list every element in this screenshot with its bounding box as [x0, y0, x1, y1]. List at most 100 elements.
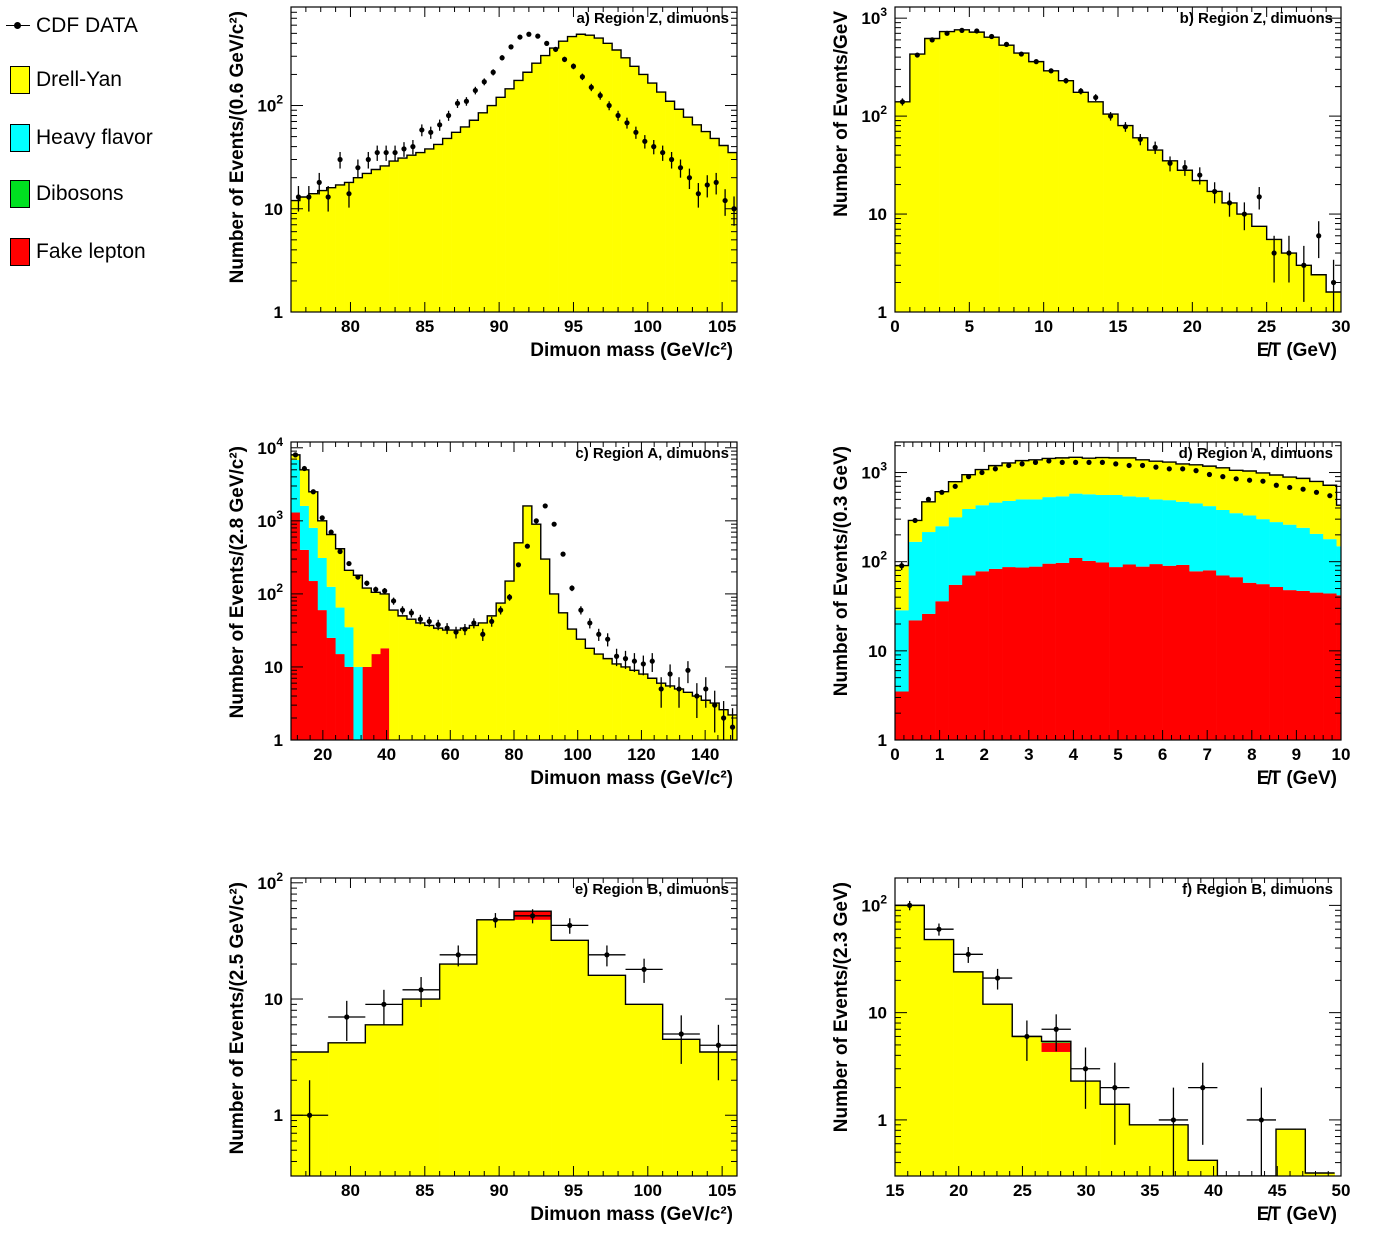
data-point: [974, 28, 980, 34]
legend-item-data: CDF DATA: [6, 8, 138, 44]
data-marker: [660, 149, 666, 156]
data-marker: [492, 917, 499, 923]
data-point: [1167, 156, 1173, 172]
bar-drell-yan: [1242, 471, 1257, 516]
bar-heavy-flavor: [1068, 493, 1083, 558]
data-point: [1152, 141, 1158, 154]
data-marker: [1167, 160, 1173, 166]
data-point: [319, 515, 325, 521]
data-point: [588, 945, 626, 967]
bar-drell-yan: [540, 559, 550, 740]
bar-drell-yan: [988, 465, 1003, 503]
data-marker: [567, 922, 573, 929]
bar-drell-yan: [478, 622, 488, 740]
bar-drell-yan: [674, 109, 684, 312]
bar-drell-yan: [1207, 191, 1223, 312]
data-point: [517, 34, 523, 40]
bar-drell-yan: [719, 145, 729, 312]
data-marker: [328, 529, 334, 535]
data-point: [439, 945, 477, 967]
data-marker: [374, 149, 380, 156]
bar-drell-yan: [665, 101, 675, 312]
y-tick-label: 1: [878, 303, 887, 322]
data-point: [899, 561, 905, 571]
data-marker: [1153, 464, 1159, 470]
data-marker: [1256, 194, 1262, 200]
bar-heavy-flavor: [1042, 497, 1056, 564]
data-marker: [1024, 1033, 1030, 1040]
data-point: [514, 909, 552, 924]
data-marker: [445, 112, 452, 119]
data-point: [625, 958, 663, 983]
data-point: [1137, 134, 1143, 146]
data-point: [444, 623, 450, 635]
bar-fake-lepton: [895, 691, 909, 740]
x-tick-label: 95: [564, 317, 583, 336]
data-point: [658, 677, 664, 708]
x-tick-label: 100: [634, 317, 662, 336]
data-marker: [1018, 51, 1024, 57]
data-marker: [622, 656, 629, 662]
y-axis-label: Number of Events/(2.5 GeV/c²): [227, 882, 248, 1154]
bar-heavy-flavor: [1095, 494, 1110, 563]
data-point: [1059, 459, 1065, 465]
data-marker: [310, 489, 316, 495]
bar-drell-yan: [389, 161, 399, 312]
bar-drell-yan: [389, 610, 399, 740]
data-point: [1241, 202, 1247, 231]
plot-area: [291, 452, 737, 740]
y-tick-label: 103: [861, 5, 887, 28]
data-marker: [373, 586, 379, 593]
data-marker: [1107, 113, 1114, 119]
bar-heavy-flavor: [326, 586, 336, 638]
data-point: [1032, 459, 1039, 465]
bar-drell-yan: [406, 619, 417, 740]
data-point: [365, 989, 403, 1025]
y-tick-label: 10: [264, 990, 283, 1009]
y-tick-label: 102: [861, 103, 887, 126]
data-marker: [1073, 459, 1079, 465]
bar-drell-yan: [1073, 92, 1089, 312]
data-marker: [989, 33, 995, 40]
data-marker: [408, 610, 415, 616]
data-marker: [1099, 459, 1105, 465]
bar-heavy-flavor: [1256, 519, 1270, 585]
y-tick-label: 102: [257, 93, 283, 116]
bar-drell-yan: [299, 196, 310, 312]
bar-drell-yan: [362, 173, 372, 312]
bar-fake-lepton: [1068, 557, 1083, 740]
legend-label: Drell-Yan: [36, 68, 122, 91]
data-point: [301, 465, 307, 472]
data-marker: [899, 563, 905, 569]
data-point: [703, 677, 709, 708]
bar-fake-lepton: [1242, 582, 1257, 740]
bar-drell-yan: [799, 194, 808, 312]
data-marker: [533, 518, 539, 524]
data-point: [606, 101, 612, 111]
bar-drell-yan: [1162, 160, 1178, 312]
data-marker: [337, 548, 343, 555]
data-marker: [1200, 1085, 1206, 1091]
x-tick-label: 80: [341, 317, 360, 336]
x-tick-label: 60: [441, 745, 460, 764]
bar-drell-yan: [1149, 461, 1163, 500]
bar-drell-yan: [317, 190, 327, 312]
data-point: [587, 618, 593, 629]
data-point: [615, 110, 621, 121]
bar-drell-yan: [469, 120, 479, 312]
data-marker: [1286, 250, 1292, 256]
data-point: [596, 628, 602, 641]
bar-drell-yan: [433, 628, 443, 740]
bar-drell-yan: [683, 692, 693, 740]
data-point: [1286, 235, 1292, 283]
bar-heavy-flavor: [988, 502, 1003, 569]
bar-drell-yan: [1015, 460, 1030, 500]
bar-heavy-flavor: [908, 541, 923, 621]
x-tick-label: 2: [979, 745, 988, 764]
bar-drell-yan: [487, 615, 497, 740]
total-outline: [895, 904, 1335, 1176]
chart-panel-c: 20 40 60 80 100 120 140 1 10 102 103 104 c) Region A…: [227, 435, 738, 789]
bar-drell-yan: [371, 169, 381, 312]
legend-item-dibosons: Dibosons: [6, 176, 124, 212]
data-point: [939, 489, 945, 495]
